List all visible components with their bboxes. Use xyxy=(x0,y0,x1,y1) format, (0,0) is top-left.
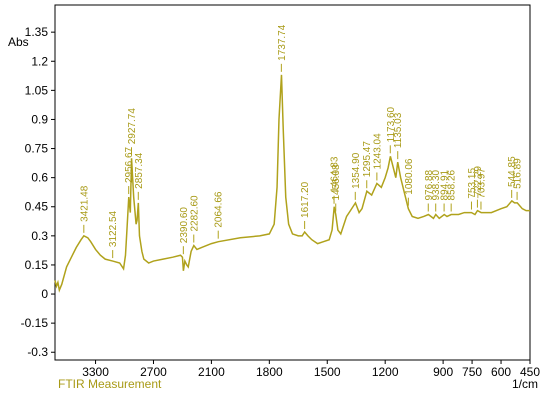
x-tick-label: 450 xyxy=(520,365,540,379)
peak-label: 1737.74 xyxy=(277,24,288,61)
x-tick-label: 3300 xyxy=(82,365,109,379)
x-tick-label: 2100 xyxy=(198,365,225,379)
peak-label: 1080.06 xyxy=(404,158,415,195)
x-tick-label: 1500 xyxy=(314,365,341,379)
peak-label: 1617.20 xyxy=(300,181,311,218)
y-tick-label: 0 xyxy=(41,287,48,301)
y-tick-label: 0.15 xyxy=(25,258,49,272)
peak-label: 976.88 xyxy=(424,169,435,200)
x-tick-label: 900 xyxy=(433,365,453,379)
y-tick-label: 0.3 xyxy=(31,229,48,243)
peak-label: 1456.08 xyxy=(331,164,342,201)
peak-label: 2857.34 xyxy=(134,152,145,189)
peak-label: 1173.60 xyxy=(386,106,397,142)
spectrum-line xyxy=(54,74,530,293)
footer: FTIR Measurement xyxy=(58,377,162,391)
peak-label: 753.15 xyxy=(467,168,478,199)
peak-label: 2282.60 xyxy=(189,195,200,232)
x-tick-label: 1200 xyxy=(372,365,399,379)
x-tick-label: 2700 xyxy=(140,365,167,379)
y-tick-label: 0.6 xyxy=(31,171,48,185)
peak-label: 938.30 xyxy=(431,169,442,200)
peak-label: 1464.83 xyxy=(330,156,341,193)
y-tick-label: -0.15 xyxy=(21,316,49,330)
peak-label: 1354.90 xyxy=(351,152,362,189)
y-tick-label: 1.35 xyxy=(25,25,49,39)
y-tick-label: 0.9 xyxy=(31,112,48,126)
x-tick-label: 1800 xyxy=(256,365,283,379)
peak-label: 2956.67 xyxy=(124,146,135,183)
peak-label: 2064.66 xyxy=(214,191,225,228)
peak-label: 2390.60 xyxy=(179,207,190,244)
peak-label: 516.89 xyxy=(513,158,524,189)
y-tick-label: 0.75 xyxy=(25,142,49,156)
x-tick-label: 750 xyxy=(462,365,482,379)
plot-frame xyxy=(54,4,531,361)
peak-label: 544.85 xyxy=(507,156,518,187)
peak-label: 1295.47 xyxy=(362,141,373,178)
peak-label: 722.29 xyxy=(473,166,484,197)
peak-label: 1243.04 xyxy=(372,133,383,170)
y-unit-label: Abs xyxy=(8,35,29,49)
y-tick-label: 1.05 xyxy=(25,83,49,97)
y-tick-label: 1.2 xyxy=(31,54,48,68)
y-tick-label: -0.3 xyxy=(27,345,48,359)
x-tick-label: 600 xyxy=(491,365,511,379)
x-unit-label: 1/cm xyxy=(512,377,538,391)
peak-label: 3122.54 xyxy=(108,210,119,247)
y-tick-label: 0.45 xyxy=(25,200,49,214)
peak-label: 858.26 xyxy=(447,169,458,200)
peak-label: 3421.48 xyxy=(79,185,90,222)
peak-label: 1135.03 xyxy=(393,112,404,148)
peak-label: 894.91 xyxy=(440,169,451,200)
peak-label: 2927.74 xyxy=(127,108,138,145)
peak-label: 703.97 xyxy=(476,168,487,199)
